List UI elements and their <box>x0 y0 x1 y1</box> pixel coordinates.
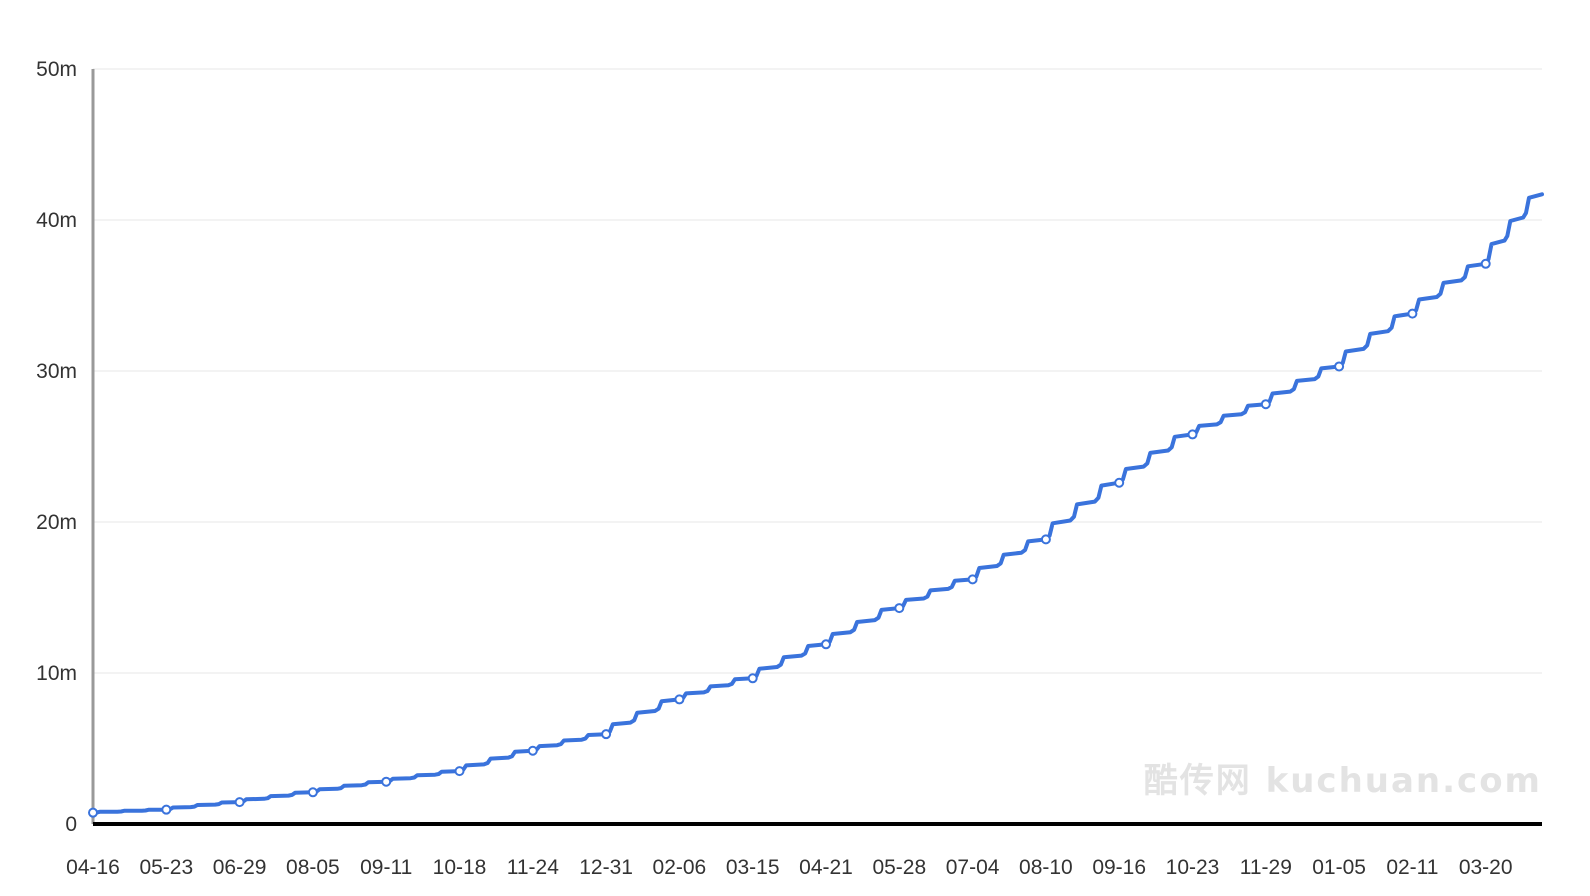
y-tick-label: 0 <box>65 813 77 836</box>
data-point[interactable] <box>1260 399 1271 410</box>
x-tick-label: 08-05 <box>286 856 340 879</box>
data-point[interactable] <box>747 673 758 684</box>
x-tick-label: 10-18 <box>433 856 487 879</box>
data-point[interactable] <box>601 729 612 740</box>
series-markers <box>88 258 1491 818</box>
data-point[interactable] <box>381 776 392 787</box>
data-point[interactable] <box>821 639 831 650</box>
x-tick-label: 04-21 <box>799 856 853 879</box>
y-tick-label: 50m <box>36 58 77 81</box>
series-line <box>91 192 1544 815</box>
watermark: 酷传网 kuchuan.com <box>1144 761 1542 801</box>
data-point[interactable] <box>1040 534 1051 545</box>
x-tick-label: 02-06 <box>653 856 707 879</box>
data-point[interactable] <box>1480 258 1491 269</box>
x-tick-label: 02-11 <box>1386 856 1438 879</box>
y-tick-label: 30m <box>36 360 77 383</box>
data-point[interactable] <box>894 603 905 614</box>
y-tick-label: 10m <box>36 662 77 685</box>
data-point[interactable] <box>454 766 465 777</box>
data-point[interactable] <box>1407 308 1418 319</box>
data-point[interactable] <box>1334 361 1345 372</box>
data-point[interactable] <box>234 797 245 808</box>
data-point[interactable] <box>88 807 98 818</box>
data-point[interactable] <box>527 745 538 756</box>
x-tick-label: 01-05 <box>1312 856 1366 879</box>
x-tick-label: 04-16 <box>66 856 120 879</box>
x-tick-label: 11-29 <box>1240 856 1292 879</box>
x-tick-label: 09-16 <box>1092 856 1146 879</box>
y-tick-label: 20m <box>36 511 77 534</box>
x-tick-label: 08-10 <box>1019 856 1073 879</box>
x-tick-label: 10-23 <box>1166 856 1220 879</box>
x-tick-label: 11-24 <box>507 856 559 879</box>
x-tick-label: 05-23 <box>139 856 193 879</box>
x-tick-label: 05-28 <box>872 856 926 879</box>
x-tick-label: 12-31 <box>579 856 633 879</box>
x-tick-label: 03-15 <box>726 856 780 879</box>
data-point[interactable] <box>967 574 978 585</box>
y-tick-label: 40m <box>36 209 77 232</box>
grid-lines <box>93 68 1542 674</box>
x-tick-label: 09-11 <box>360 856 412 879</box>
x-axis-tick-labels: 04-16 05-23 06-29 08-05 09-11 10-18 11-24 12-31… <box>66 856 1512 879</box>
x-tick-label: 07-04 <box>946 856 1000 879</box>
data-point[interactable] <box>307 787 318 798</box>
data-point[interactable] <box>161 804 172 815</box>
data-point[interactable] <box>674 694 685 705</box>
data-point[interactable] <box>1114 477 1125 488</box>
x-tick-label: 03-20 <box>1459 856 1513 879</box>
data-point[interactable] <box>1187 429 1198 440</box>
y-axis-tick-labels: 0 10m 20m 30m 40m 50m <box>36 58 77 836</box>
x-tick-label: 06-29 <box>213 856 267 879</box>
